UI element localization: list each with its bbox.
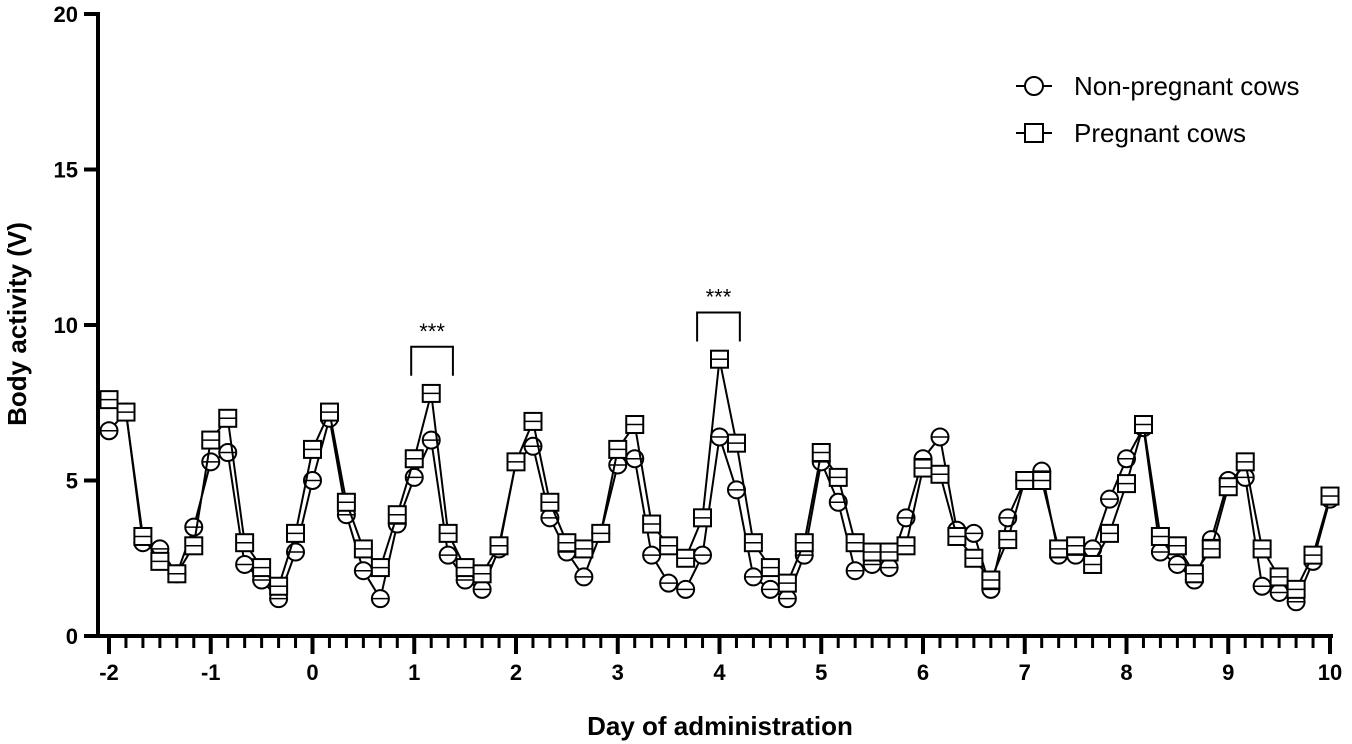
x-tick-label: 5 [815,660,827,685]
x-tick-label: 9 [1222,660,1234,685]
y-tick-label: 0 [66,624,78,649]
significance-label: *** [706,285,732,310]
legend-label-non-pregnant: Non-pregnant cows [1074,71,1299,101]
legend-marker-non-pregnant [1024,76,1044,96]
y-tick-label: 10 [54,313,78,338]
x-tick-label: 1 [408,660,420,685]
legend: Non-pregnant cows Pregnant cows [1016,71,1299,148]
x-tick-label: 3 [612,660,624,685]
significance-annotations: *** *** [410,285,741,376]
series-pregnant [99,349,1340,599]
x-tick-label: 10 [1318,660,1342,685]
x-tick-label: 7 [1019,660,1031,685]
x-tick-label: -2 [99,660,119,685]
legend-marker-pregnant [1024,123,1044,143]
significance-bracket [696,311,741,342]
y-tick-label: 20 [54,2,78,27]
y-tick-label: 5 [66,469,78,494]
axes: 0 5 10 15 20 -2 -1 0 1 2 3 4 5 6 7 8 9 10 [54,2,1343,685]
legend-label-pregnant: Pregnant cows [1074,118,1246,148]
x-axis-title: Day of administration [587,711,853,741]
x-tick-label: 2 [510,660,522,685]
y-axis-title: Body activity (V) [2,222,32,426]
x-tick-label: 0 [306,660,318,685]
x-tick-label: 4 [713,660,726,685]
significance-bracket [410,345,454,376]
x-tick-label: 6 [917,660,929,685]
x-tick-label: 8 [1120,660,1132,685]
significance-label: *** [419,319,445,344]
y-tick-label: 15 [54,158,78,183]
series-layer [99,349,1340,612]
x-tick-label: -1 [201,660,221,685]
